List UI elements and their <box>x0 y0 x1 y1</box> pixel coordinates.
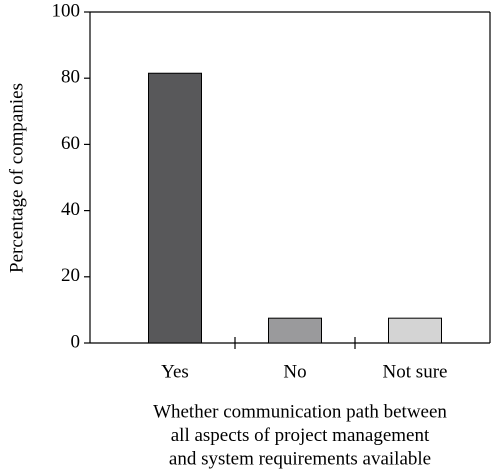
bar <box>148 72 202 344</box>
y-tick-label: 80 <box>61 67 80 88</box>
y-tick-label: 20 <box>61 265 80 286</box>
x-axis-label: Whether communication path between <box>153 401 447 422</box>
x-tick-label: Not sure <box>383 361 448 382</box>
y-axis-label: Percentage of companies <box>6 83 27 273</box>
x-tick-label: Yes <box>161 361 189 382</box>
y-tick-label: 100 <box>52 0 81 21</box>
x-axis-label: and system requirements available <box>169 448 431 469</box>
x-tick-label: No <box>283 361 306 382</box>
y-tick-label: 40 <box>61 199 80 220</box>
x-axis-label: all aspects of project management <box>171 425 430 446</box>
bar <box>268 317 322 344</box>
y-tick-label: 60 <box>61 133 80 154</box>
bar <box>388 317 442 344</box>
y-tick-label: 0 <box>71 331 81 352</box>
